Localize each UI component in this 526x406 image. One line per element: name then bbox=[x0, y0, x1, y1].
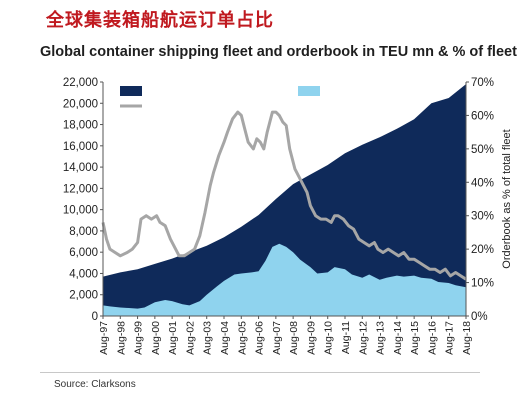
x-tick-label: Aug-14 bbox=[392, 321, 404, 355]
y-left-tick-label: 8,000 bbox=[69, 226, 98, 238]
y-right-tick-label: 50% bbox=[471, 144, 494, 156]
x-tick-label: Aug-11 bbox=[340, 321, 352, 354]
x-tick-label: Aug-01 bbox=[167, 321, 179, 355]
x-tick-label: Aug-10 bbox=[323, 321, 335, 355]
legend-orderbook-label: Orderbook TEU bbox=[324, 86, 404, 98]
x-tick-label: Aug-00 bbox=[150, 321, 162, 355]
legend-fleet-label: Fleet ,000 TEU bbox=[146, 86, 223, 98]
x-tick-label: Aug-07 bbox=[271, 321, 283, 355]
x-tick-label: Aug-03 bbox=[202, 321, 214, 355]
y-right-tick-label: 0% bbox=[471, 311, 488, 323]
x-tick-label: Aug-13 bbox=[375, 321, 387, 355]
x-tick-label: Aug-16 bbox=[426, 321, 438, 355]
y-left-tick-label: 10,000 bbox=[63, 205, 98, 217]
y-right-tick-label: 10% bbox=[471, 278, 494, 290]
y-left-tick-label: 20,000 bbox=[63, 98, 98, 110]
x-tick-label: Aug-17 bbox=[444, 321, 456, 355]
x-tick-label: Aug-04 bbox=[219, 321, 231, 355]
x-tick-label: Aug-97 bbox=[98, 321, 110, 355]
x-tick-label: Aug-12 bbox=[357, 321, 369, 355]
series-fleet-area bbox=[103, 84, 466, 316]
y-left-tick-label: 2,000 bbox=[69, 290, 98, 302]
y-left-tick-label: 4,000 bbox=[69, 268, 98, 280]
source-note: Source: Clarksons bbox=[54, 379, 136, 390]
x-tick-label: Aug-08 bbox=[288, 321, 300, 355]
y-right-tick-label: 20% bbox=[471, 244, 494, 256]
y-left-tick-label: 6,000 bbox=[69, 247, 98, 259]
x-tick-label: Aug-09 bbox=[305, 321, 317, 355]
legend-ratio-label: Orderbook/fleet bbox=[146, 101, 226, 113]
x-tick-label: Aug-02 bbox=[184, 321, 196, 355]
y-right-tick-label: 30% bbox=[471, 211, 494, 223]
y-left-tick-label: 12,000 bbox=[63, 183, 98, 195]
legend-fleet-swatch bbox=[120, 86, 142, 96]
x-tick-label: Aug-18 bbox=[461, 321, 473, 355]
x-tick-label: Aug-15 bbox=[409, 321, 421, 355]
series-orderbook-fleet-line bbox=[101, 110, 467, 281]
y-left-tick-label: 0 bbox=[92, 311, 98, 323]
y-left-tick-label: 18,000 bbox=[63, 120, 98, 132]
source-divider bbox=[40, 372, 480, 373]
x-tick-label: Aug-05 bbox=[236, 321, 248, 355]
series-orderbook-area bbox=[103, 243, 466, 316]
x-tick-label: Aug-06 bbox=[254, 321, 266, 355]
x-tick-label: Aug-99 bbox=[133, 321, 145, 355]
y-right-axis-label: Orderbook as % of total fleet bbox=[501, 129, 513, 268]
x-tick-label: Aug-98 bbox=[115, 321, 127, 355]
y-right-tick-label: 70% bbox=[471, 77, 494, 89]
y-left-tick-label: 16,000 bbox=[63, 141, 98, 153]
y-right-tick-label: 40% bbox=[471, 177, 494, 189]
legend-orderbook-swatch bbox=[298, 86, 320, 96]
y-left-tick-label: 22,000 bbox=[63, 77, 98, 89]
y-right-tick-label: 60% bbox=[471, 110, 494, 122]
chinese-title: 全球集装箱船航运订单占比 bbox=[46, 10, 274, 31]
chart-title: Global container shipping fleet and orde… bbox=[40, 44, 517, 60]
y-left-tick-label: 14,000 bbox=[63, 162, 98, 174]
